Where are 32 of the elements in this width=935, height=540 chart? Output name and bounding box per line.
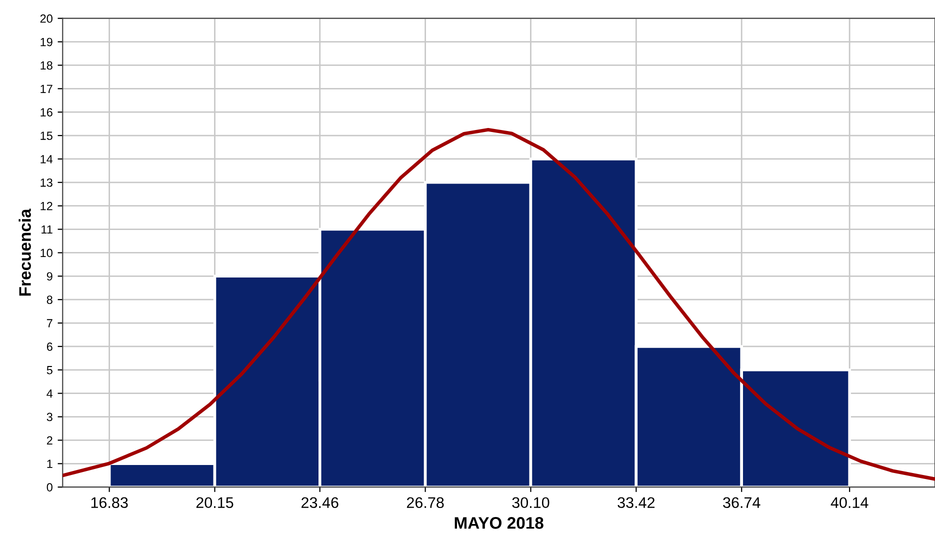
x-tick-label: 26.78 <box>406 497 444 508</box>
y-tick-label: 12 <box>40 202 52 210</box>
line-series <box>62 128 935 481</box>
y-tick-label: 17 <box>40 84 52 93</box>
y-tick-label: 3 <box>46 412 52 422</box>
y-tick-label: 20 <box>40 14 52 23</box>
y-tick-label: 15 <box>40 132 52 140</box>
y-tick-label: 4 <box>46 389 53 398</box>
x-tick-label: 23.46 <box>302 497 338 508</box>
y-axis-title: Frecuencia <box>18 208 31 296</box>
y-tick-label: 10 <box>40 248 52 258</box>
y-tick-label: 7 <box>46 319 52 328</box>
y-tick-label: 2 <box>46 436 52 444</box>
y-tick-label: 13 <box>40 178 52 187</box>
y-tick-label: 8 <box>46 296 52 304</box>
y-tick-label: 5 <box>46 366 52 374</box>
x-tick-label: 16.83 <box>91 497 128 508</box>
y-tick-label: 14 <box>40 155 53 164</box>
y-tick-label: 16 <box>40 108 52 116</box>
x-axis-title: MAYO 2018 <box>454 517 544 529</box>
y-tick-label: 6 <box>46 342 52 351</box>
y-tick-label: 19 <box>40 38 52 46</box>
x-tick-label: 36.74 <box>723 497 760 508</box>
x-tick-label: 40.14 <box>830 497 868 508</box>
y-tick-label: 0 <box>46 483 52 492</box>
x-tick-label: 33.42 <box>618 497 655 508</box>
x-tick-label: 20.15 <box>196 497 234 508</box>
x-tick-label: 30.10 <box>512 497 550 508</box>
y-tick-label: 11 <box>42 225 52 234</box>
y-tick-label: 9 <box>46 272 52 281</box>
y-tick-label: 1 <box>47 460 52 468</box>
y-tick-label: 18 <box>40 61 52 70</box>
